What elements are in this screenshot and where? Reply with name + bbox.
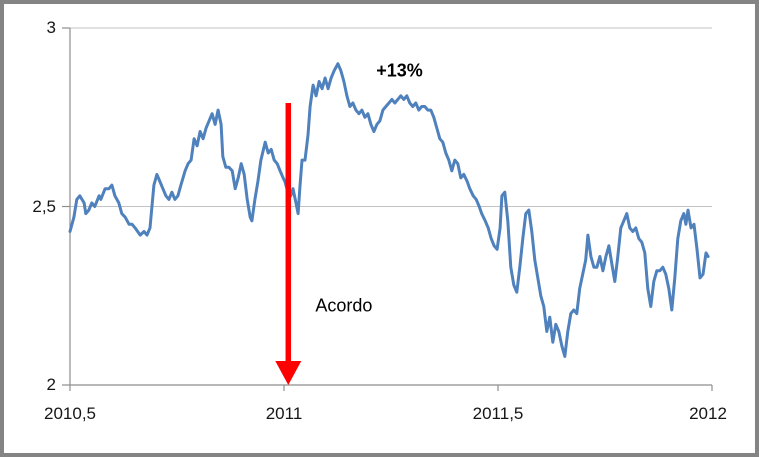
gain-annotation: +13%: [376, 60, 423, 81]
data-series-line: [68, 62, 710, 358]
x-axis-tick-label: 2011,5: [472, 404, 524, 423]
event-arrow-head: [275, 361, 302, 385]
y-axis-tick-label: 2,5: [32, 196, 56, 216]
line-chart: [62, 27, 713, 391]
x-axis-tick-label: 2012: [689, 404, 727, 423]
acordo-annotation: Acordo: [315, 295, 373, 316]
x-axis-tick-label: 2010,5: [44, 404, 96, 423]
y-axis-tick-label: 3: [46, 18, 56, 37]
y-axis-tick-label: 2: [46, 375, 56, 394]
x-axis-tick-label: 2011: [265, 404, 303, 423]
